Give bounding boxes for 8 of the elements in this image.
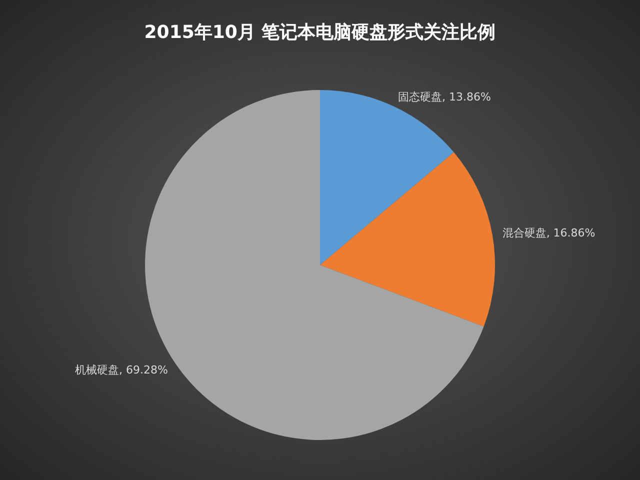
data-label: , 16.86% [546, 226, 596, 240]
slice-label: 机械硬盘 [74, 363, 119, 376]
pie-slice [320, 152, 495, 327]
slice-label: 固态硬盘 [398, 90, 442, 104]
chart-title: 2015年10月 笔记本电脑硬盘形式关注比例 [144, 22, 496, 43]
data-label: , 69.28% [118, 363, 168, 376]
data-label: , 13.86% [442, 90, 491, 104]
slice-label: 混合硬盘 [502, 226, 546, 240]
